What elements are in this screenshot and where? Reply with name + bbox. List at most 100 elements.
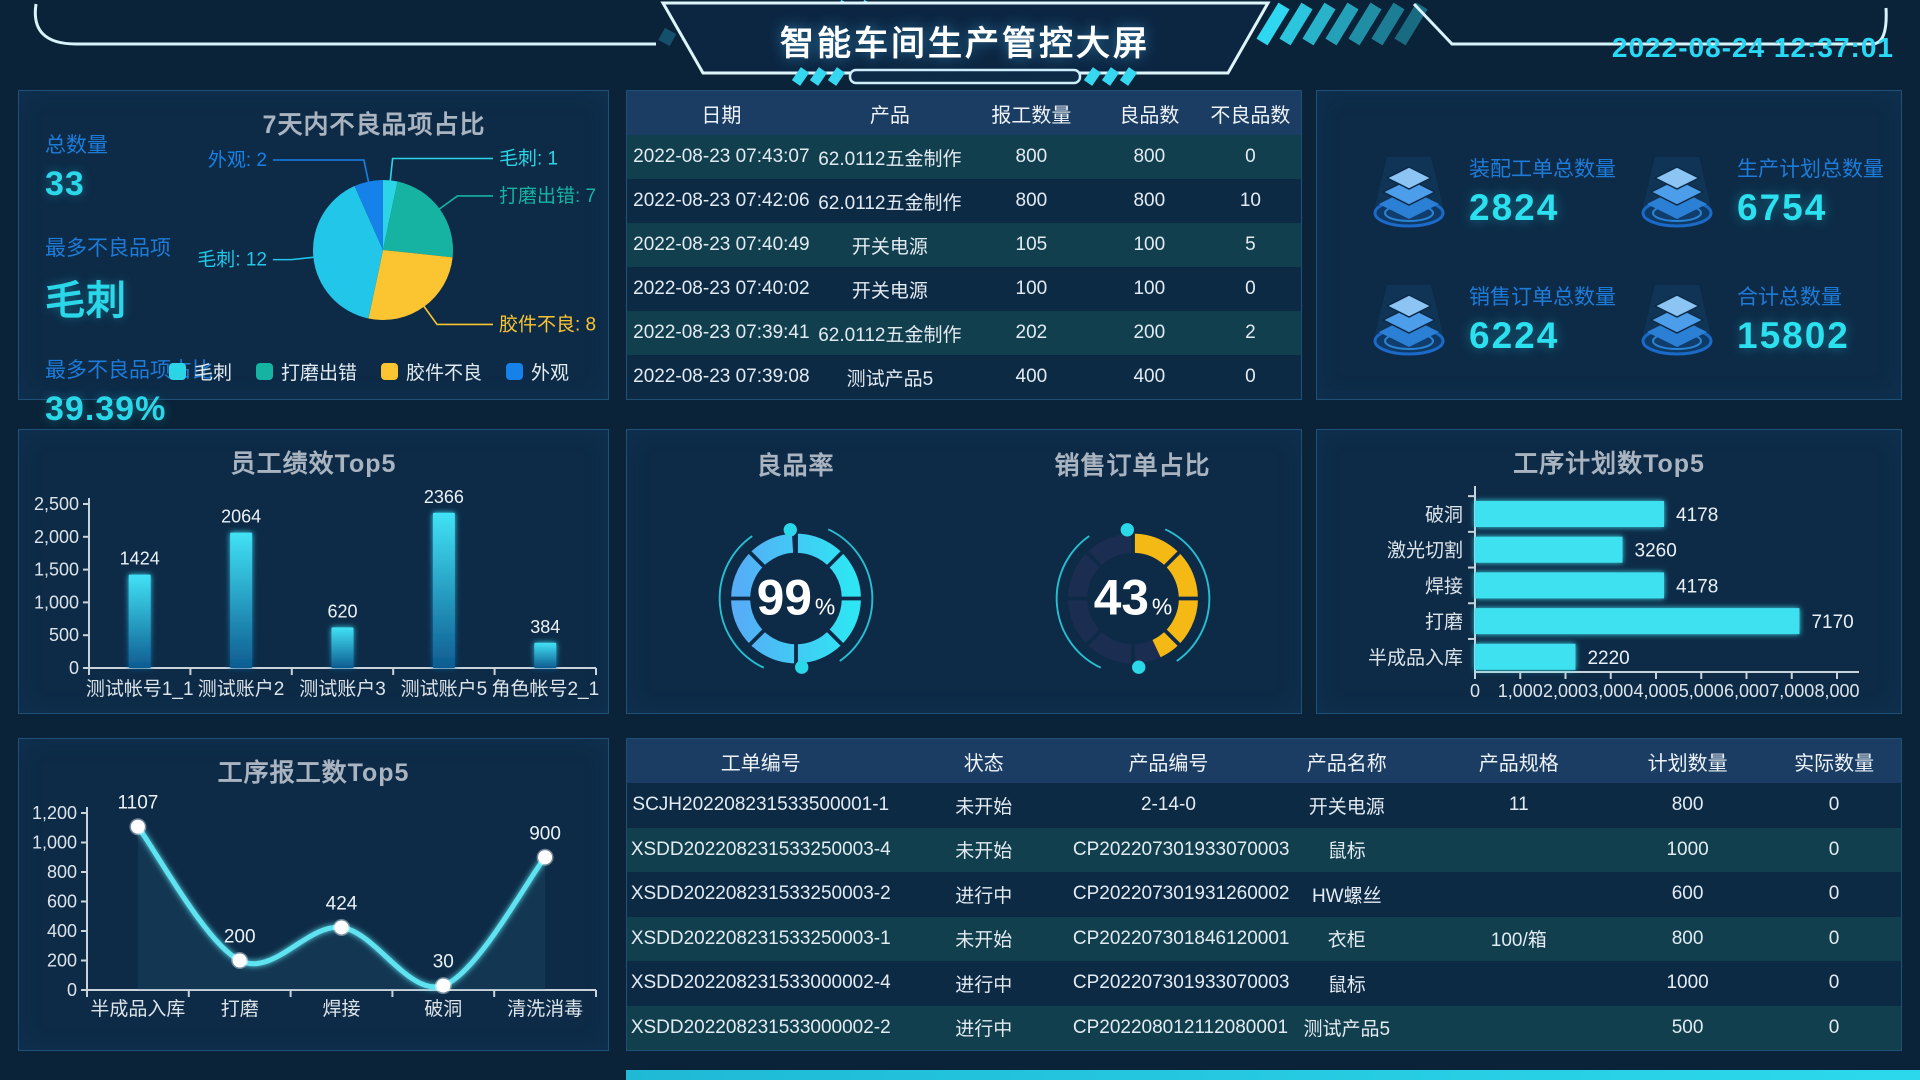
order-table: 工单编号 状态 产品编号 产品名称 产品规格 计划数量 实际数量 SCJH2022082315… — [627, 739, 1901, 1050]
svg-text:测试账户3: 测试账户3 — [299, 678, 386, 700]
stat-label: 总数量 — [45, 134, 108, 157]
table-cell: 800 — [1671, 927, 1704, 949]
svg-text:1,000: 1,000 — [34, 592, 79, 612]
svg-text:900: 900 — [529, 823, 561, 844]
column-header: 实际数量 — [1794, 752, 1875, 775]
column-header: 产品名称 — [1306, 752, 1387, 775]
stat-card: 合计总数量 15802 — [1631, 265, 1891, 373]
table-cell: 进行中 — [955, 974, 1013, 996]
sales-ratio-gauge: 43% — [1055, 523, 1210, 674]
table-cell: 100 — [1015, 278, 1048, 299]
table-cell: 未开始 — [955, 930, 1013, 952]
svg-text:6,000: 6,000 — [1724, 681, 1769, 701]
table-cell: 62.0112五金制作 — [818, 192, 962, 214]
defect-pie-chart: 毛刺: 1 打磨出错: 7 胶件不良: 8 毛刺: 12 外观: 2 — [197, 148, 596, 336]
table-cell: XSDD202208231533000002-4 — [630, 972, 891, 994]
process-plan-bar-chart: 0 1,000 2,000 3,000 4,000 5,000 6,000 7,000 8,00… — [1368, 486, 1860, 701]
pie-labels: 毛刺: 1 打磨出错: 7 胶件不良: 8 毛刺: 12 外观: 2 — [197, 148, 596, 336]
svg-text:2064: 2064 — [221, 507, 261, 527]
table-cell: 100/箱 — [1490, 930, 1547, 952]
legend-item: 打磨出错 — [256, 358, 357, 385]
table-row: XSDD202208231533000002-2 进行中 CP20220801211… — [627, 1005, 1901, 1050]
table-cell: 测试产品5 — [846, 368, 934, 390]
table-cell: 0 — [1245, 146, 1256, 167]
defect-chart-title: 7天内不良品项占比 — [262, 111, 486, 139]
pie-slices — [313, 180, 453, 320]
table-cell: 鼠标 — [1327, 841, 1366, 863]
gauge-title: 销售订单占比 — [1054, 452, 1211, 480]
table-row: XSDD202208231533250003-4 未开始 CP20220730193… — [627, 827, 1901, 872]
table-row: XSDD202208231533000002-4 进行中 CP20220730193… — [627, 961, 1901, 1006]
legend-swatch-icon — [169, 363, 186, 380]
table-cell: SCJH202208231533500001-1 — [632, 794, 890, 816]
stat-card-text: 合计总数量 15802 — [1737, 281, 1850, 357]
column-header: 报工数量 — [991, 104, 1072, 127]
page-title: 智能车间生产管控大屏 — [780, 25, 1150, 63]
panel-process-report: 工序报工数Top5 0 200 400 600 800 1,000 1,200 1107 半成品… — [18, 738, 609, 1051]
stat-card-value: 6754 — [1737, 187, 1828, 228]
bars — [1475, 501, 1800, 670]
header-decoration — [33, 0, 1888, 86]
legend-item: 外观 — [506, 358, 569, 385]
svg-text:4,000: 4,000 — [1633, 681, 1678, 701]
svg-text:0: 0 — [69, 658, 79, 678]
svg-text:1107: 1107 — [117, 793, 158, 814]
table-cell: 400 — [1133, 366, 1166, 387]
table-header-row: 日期 产品 报工数量 良品数 不良品数 — [627, 91, 1301, 135]
table-cell: 未开始 — [955, 796, 1013, 818]
panel-stat-cards: 装配工单总数量 2824 生产计划总数量 6754 销售订单总数量 6224 合计总数… — [1316, 90, 1902, 400]
table-cell: 800 — [1015, 190, 1048, 211]
table-cell: 2022-08-23 07:39:41 — [633, 322, 810, 343]
svg-text:1,000: 1,000 — [32, 833, 77, 853]
stat-value: 毛刺 — [45, 279, 127, 323]
table-cell: XSDD202208231533250003-4 — [630, 838, 891, 860]
table-cell: 0 — [1828, 927, 1840, 949]
table-cell: 测试产品5 — [1303, 1019, 1391, 1041]
svg-text:2366: 2366 — [424, 487, 464, 507]
table-row: 2022-08-23 07:39:41 62.0112五金制作 202 200 2 — [627, 311, 1301, 355]
table-cell: 200 — [1133, 322, 1166, 343]
legend-label: 毛刺 — [194, 363, 233, 384]
defect-stat: 最多不良品项 毛刺 — [45, 232, 213, 326]
table-row: XSDD202208231533250003-1 未开始 CP20220730184… — [627, 916, 1901, 961]
svg-text:0: 0 — [67, 980, 77, 1000]
header-stripes-right-icon — [1256, 2, 1428, 46]
table-row: 2022-08-23 07:40:49 开关电源 105 100 5 — [627, 223, 1301, 267]
table-cell: 0 — [1245, 366, 1256, 387]
table-cell: 2022-08-23 07:40:49 — [633, 234, 810, 255]
svg-text:43%: 43% — [1093, 570, 1171, 626]
svg-text:99%: 99% — [756, 570, 834, 626]
stat-card: 生产计划总数量 6754 — [1631, 137, 1891, 245]
column-header: 日期 — [701, 104, 742, 127]
svg-text:3260: 3260 — [1635, 541, 1677, 562]
svg-text:清洗消毒: 清洗消毒 — [507, 998, 583, 1020]
table-cell: 400 — [1015, 366, 1048, 387]
table-cell: 2022-08-23 07:43:07 — [633, 146, 810, 167]
table-row: SCJH202208231533500001-1 未开始 2-14-0 开关电源 11 8… — [627, 783, 1901, 828]
stat-cards-grid: 装配工单总数量 2824 生产计划总数量 6754 销售订单总数量 6224 合计总数… — [1363, 137, 1891, 373]
table-cell: 11 — [1508, 794, 1529, 816]
table-cell: 800 — [1133, 190, 1166, 211]
stat-card-value: 2824 — [1469, 187, 1560, 228]
table-cell: 2 — [1245, 322, 1256, 343]
legend-swatch-icon — [506, 363, 524, 380]
svg-text:424: 424 — [326, 893, 358, 914]
svg-text:测试账户5: 测试账户5 — [401, 678, 488, 700]
svg-text:620: 620 — [327, 601, 357, 621]
table-cell: XSDD202208231533250003-2 — [630, 883, 891, 905]
svg-text:2220: 2220 — [1587, 648, 1629, 669]
table-cell: 2-14-0 — [1140, 794, 1196, 816]
svg-text:外观: 2: 外观: 2 — [208, 149, 267, 171]
table-cell: 1000 — [1666, 838, 1709, 860]
column-header: 产品 — [869, 104, 910, 127]
svg-text:200: 200 — [224, 927, 256, 948]
legend-label: 外观 — [531, 363, 570, 384]
table-cell: 鼠标 — [1327, 974, 1366, 996]
svg-text:1,500: 1,500 — [34, 560, 79, 580]
table-cell: 0 — [1828, 883, 1840, 905]
svg-text:角色帐号2_1: 角色帐号2_1 — [491, 678, 599, 700]
table-cell: 105 — [1015, 234, 1048, 255]
table-cell: 0 — [1828, 838, 1840, 860]
stat-card-label: 合计总数量 — [1737, 286, 1842, 309]
svg-text:0: 0 — [1470, 681, 1480, 701]
